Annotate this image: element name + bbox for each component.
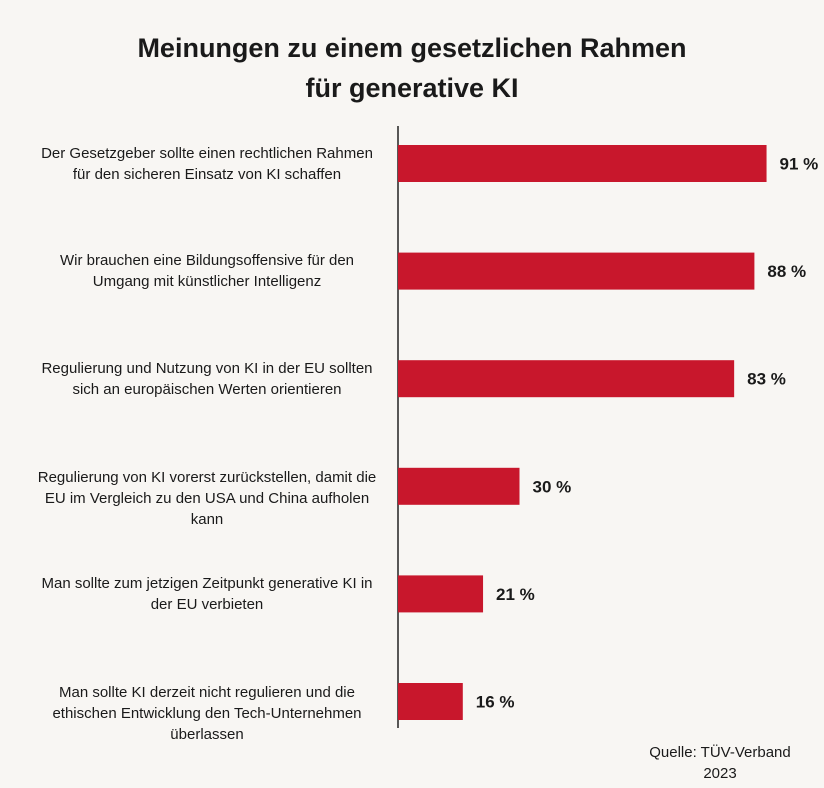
category-label-6: Man sollte KI derzeit nicht regulieren u… bbox=[22, 682, 392, 745]
value-label-2: 88 % bbox=[767, 262, 806, 281]
value-label-4: 30 % bbox=[533, 477, 572, 496]
bar-5 bbox=[398, 575, 484, 613]
chart-title: Meinungen zu einem gesetzlichen Rahmen f… bbox=[0, 28, 824, 108]
chart-title-line-2: für generative KI bbox=[305, 73, 519, 103]
value-label-1: 91 % bbox=[780, 155, 819, 174]
bar-2 bbox=[398, 252, 755, 290]
category-label-5-line-2: der EU verbieten bbox=[150, 595, 264, 613]
value-label-5: 21 % bbox=[496, 585, 535, 604]
category-label-5: Man sollte zum jetzigen Zeitpunkt genera… bbox=[22, 573, 392, 615]
category-label-6-line-2: ethischen Entwicklung den Tech-Unternehm… bbox=[52, 705, 362, 722]
category-label-3: Regulierung und Nutzung von KI in der EU… bbox=[22, 358, 392, 400]
value-label-3: 83 % bbox=[747, 370, 786, 389]
bar-6 bbox=[398, 683, 463, 720]
category-label-1: Der Gesetzgeber sollte einen rechtlichen… bbox=[22, 143, 392, 185]
category-label-2-line-1: Wir brauchen eine Bildungsoffensive für … bbox=[59, 252, 355, 270]
category-label-4-line-3: kann bbox=[190, 510, 224, 528]
category-label-3-line-2: sich an europäischen Werten orientieren bbox=[72, 380, 342, 398]
category-label-1-line-1: Der Gesetzgeber sollte einen rechtlichen… bbox=[41, 144, 373, 162]
category-label-4-line-2: EU im Vergleich zu den USA und China auf… bbox=[44, 489, 370, 507]
source-line-2: 2023 bbox=[703, 765, 737, 782]
value-label-6: 16 % bbox=[476, 693, 515, 712]
category-label-5-line-1: Man sollte zum jetzigen Zeitpunkt genera… bbox=[41, 574, 373, 592]
bar-1 bbox=[398, 145, 767, 182]
category-label-4: Regulierung von KI vorerst zurückstellen… bbox=[22, 467, 392, 530]
bar-4 bbox=[398, 467, 520, 505]
category-label-2-line-2: Umgang mit künstlicher Intelligenz bbox=[92, 273, 322, 291]
chart-title-line-1: Meinungen zu einem gesetzlichen Rahmen bbox=[137, 33, 687, 63]
source-note: Quelle: TÜV-Verband 2023 bbox=[630, 742, 810, 784]
category-label-3-line-1: Regulierung und Nutzung von KI in der EU… bbox=[41, 359, 373, 377]
bar-3 bbox=[398, 360, 735, 398]
category-label-2: Wir brauchen eine Bildungsoffensive für … bbox=[22, 250, 392, 292]
category-label-1-line-2: für den sicheren Einsatz von KI schaffen bbox=[72, 165, 342, 183]
category-label-6-line-3: überlassen bbox=[170, 726, 244, 743]
source-line-1: Quelle: TÜV-Verband bbox=[649, 744, 791, 761]
category-label-4-line-1: Regulierung von KI vorerst zurückstellen… bbox=[37, 468, 377, 486]
category-label-6-line-1: Man sollte KI derzeit nicht regulieren u… bbox=[58, 684, 355, 701]
